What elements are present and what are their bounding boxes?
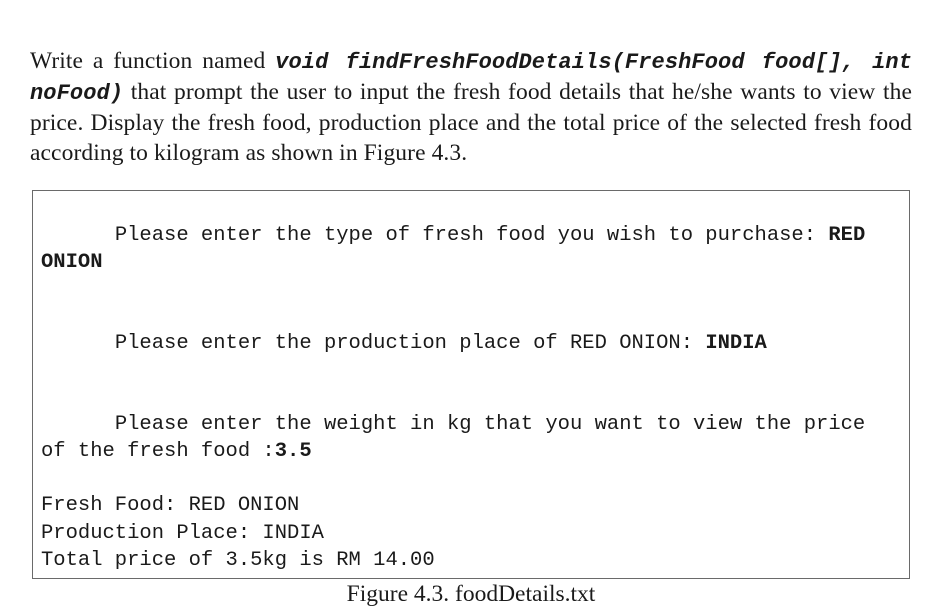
console-line-2: Please enter the production place of RED… (41, 303, 901, 384)
console-output-box: Please enter the type of fresh food you … (32, 190, 910, 579)
page: Write a function named void findFreshFoo… (0, 0, 942, 608)
console-line-3: Please enter the weight in kg that you w… (41, 384, 901, 492)
console-output-line: Fresh Food: RED ONION (41, 492, 901, 519)
console-prompt-text: Please enter the type of fresh food you … (115, 224, 829, 247)
console-output-line: Total price of 3.5kg is RM 14.00 (41, 547, 901, 574)
console-prompt-text: Please enter the weight in kg that you w… (41, 413, 878, 463)
question-rest: that prompt the user to input the fresh … (30, 79, 912, 166)
console-user-input: INDIA (705, 332, 767, 355)
console-prompt-text: Please enter the production place of RED… (115, 332, 706, 355)
console-user-input: 3.5 (275, 440, 312, 463)
figure-caption: Figure 4.3. foodDetails.txt (30, 581, 912, 608)
console-line-1: Please enter the type of fresh food you … (41, 195, 901, 303)
question-lead: Write a function named (30, 48, 275, 74)
console-output-line: Production Place: INDIA (41, 520, 901, 547)
question-paragraph: Write a function named void findFreshFoo… (30, 46, 912, 168)
